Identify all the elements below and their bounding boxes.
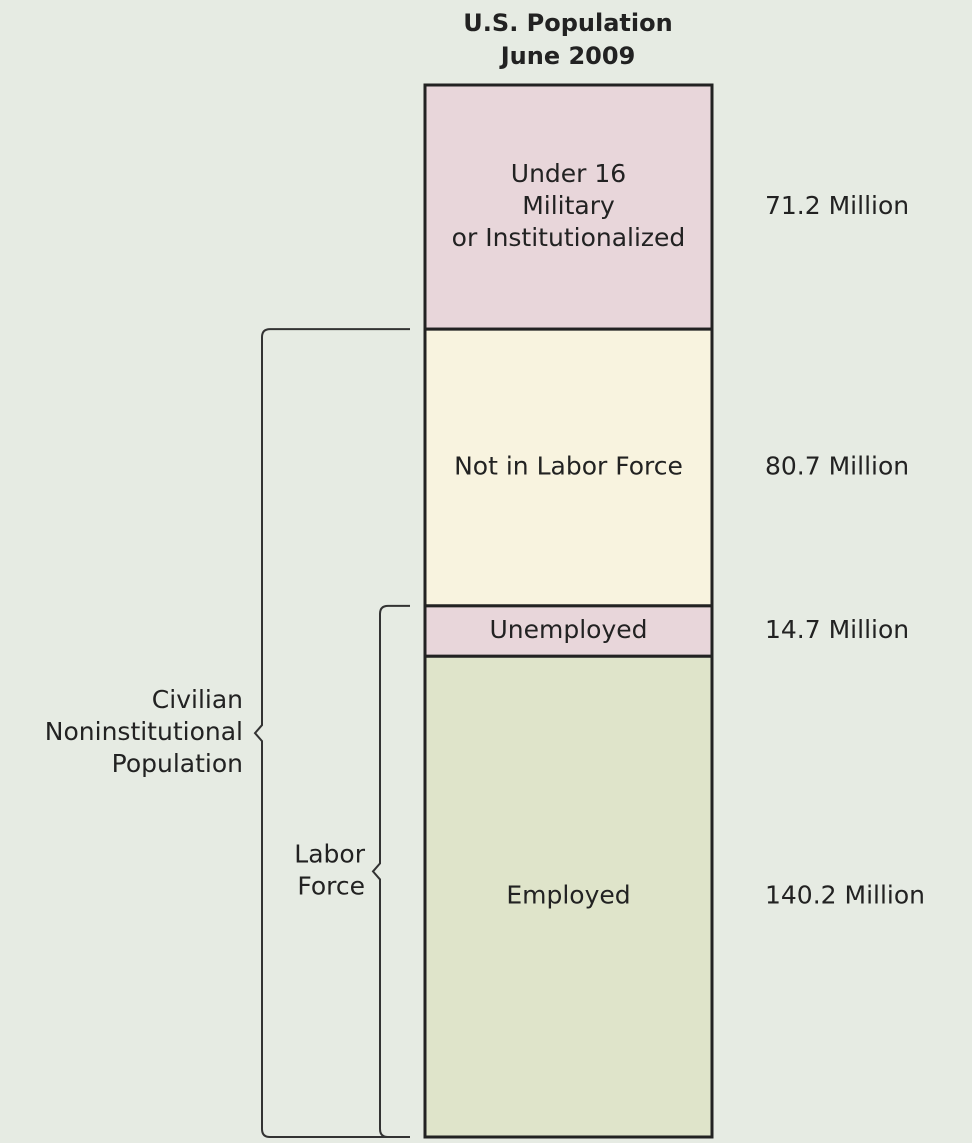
annotation: Labor	[294, 839, 365, 868]
annotation: Force	[297, 871, 365, 900]
bar-segment	[423, 83, 714, 331]
segment-label: Not in Labor Force	[454, 451, 683, 480]
chart-title: U.S. Population	[463, 9, 672, 37]
bracket	[253, 328, 410, 1138]
value-label: 140.2 Million	[765, 881, 925, 910]
bracket	[371, 604, 410, 1138]
annotation: Civilian	[152, 685, 243, 714]
value-label: 80.7 Million	[765, 451, 909, 480]
value-label: 14.7 Million	[765, 615, 909, 644]
bar-segment	[423, 654, 714, 1139]
bar-segment	[423, 327, 714, 608]
segment-label: Unemployed	[489, 615, 647, 644]
annotation: Population	[112, 749, 243, 778]
segment-label: Military	[522, 191, 615, 220]
segment-label: Under 16	[511, 159, 626, 188]
bar-segment	[423, 604, 714, 658]
segment-label: Employed	[506, 881, 630, 910]
segment-label: or Institutionalized	[452, 223, 686, 252]
chart-subtitle: June 2009	[499, 42, 636, 70]
annotation: Noninstitutional	[45, 717, 243, 746]
value-label: 71.2 Million	[765, 191, 909, 220]
